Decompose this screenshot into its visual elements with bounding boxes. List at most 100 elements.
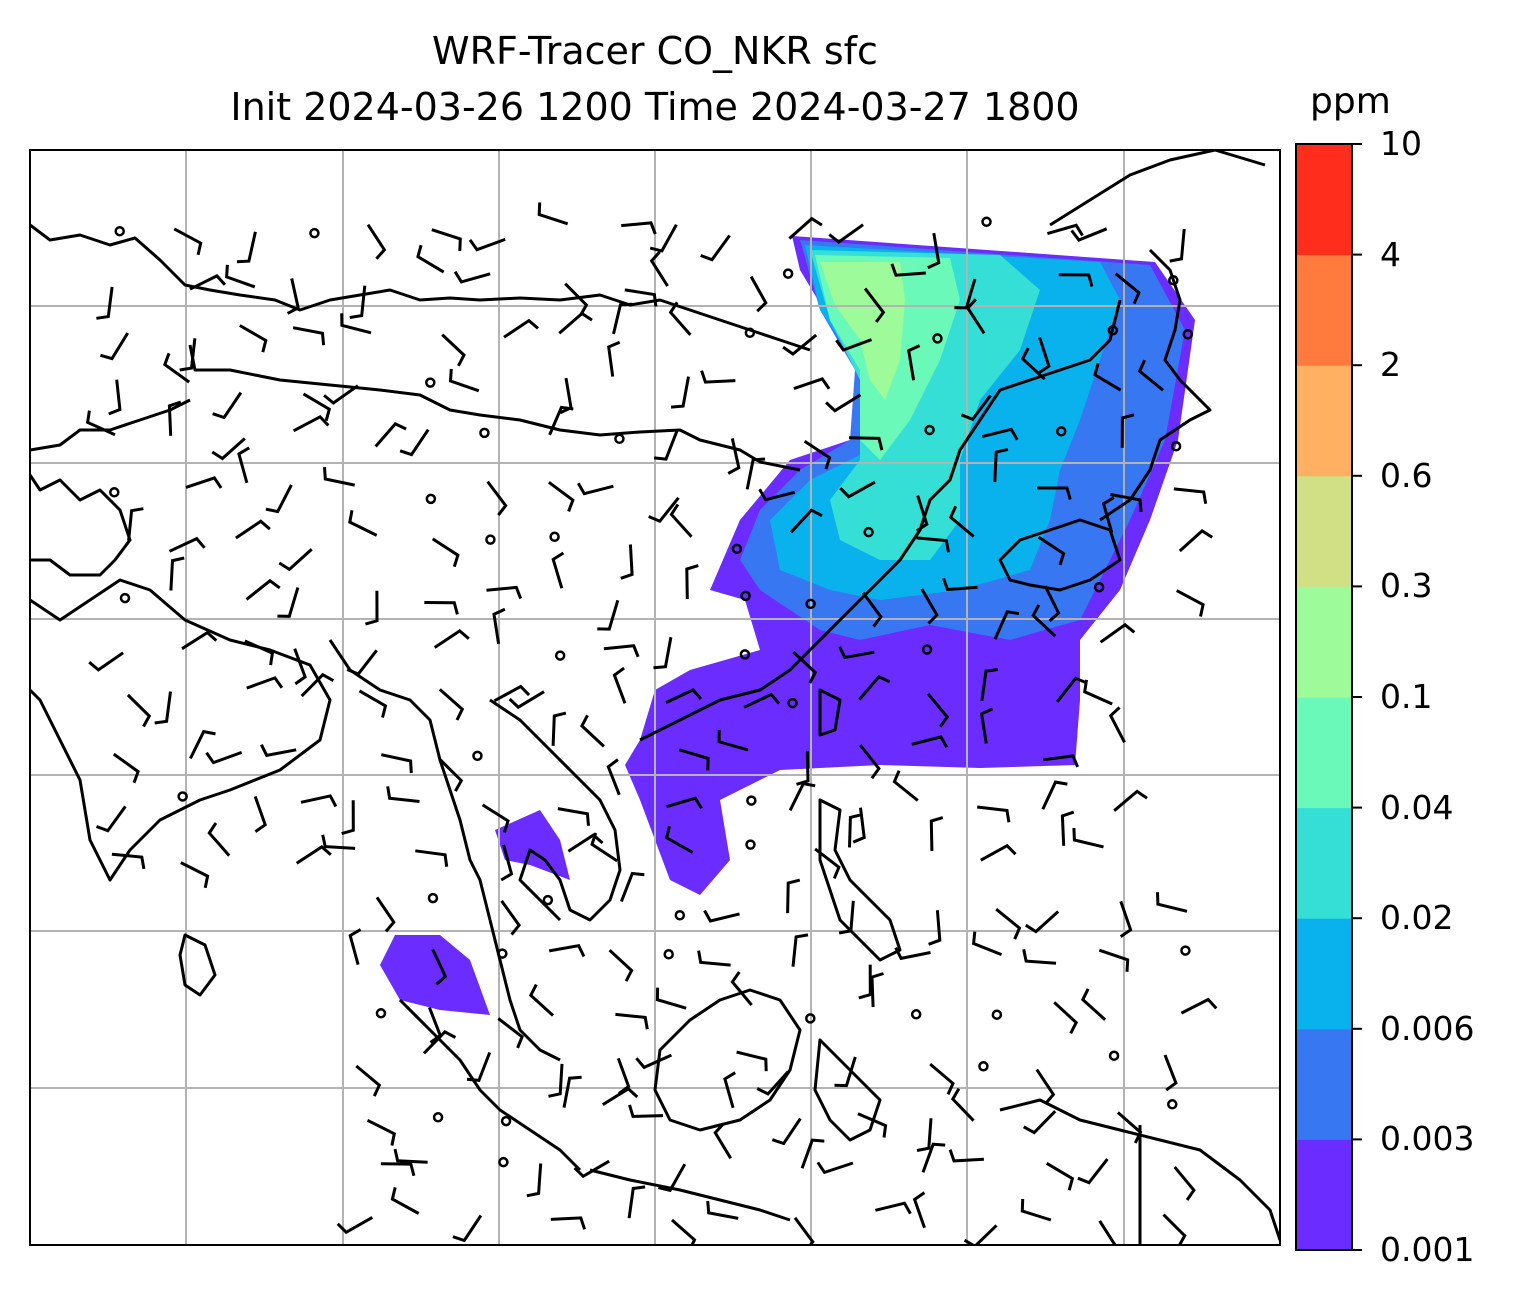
calm-wind-circle bbox=[479, 427, 490, 439]
calm-wind-circle bbox=[485, 534, 496, 545]
wind-barb bbox=[649, 223, 678, 253]
wind-barb bbox=[894, 947, 931, 961]
wind-barb bbox=[253, 796, 267, 833]
wind-barb bbox=[1116, 1111, 1143, 1144]
wind-barb bbox=[185, 476, 223, 489]
calm-wind-circle bbox=[472, 750, 483, 762]
wind-barb bbox=[1173, 487, 1208, 505]
wind-barb bbox=[1046, 223, 1084, 237]
wind-barb bbox=[189, 729, 216, 760]
wind-barb bbox=[551, 711, 567, 746]
calm-wind-circle bbox=[497, 948, 508, 959]
colorbar-segment bbox=[1296, 254, 1352, 366]
calm-wind-circle bbox=[614, 433, 625, 445]
wind-barb bbox=[713, 1122, 732, 1160]
wind-barb bbox=[336, 1216, 374, 1235]
wind-barb bbox=[796, 750, 810, 786]
wind-barb bbox=[620, 544, 634, 580]
wind-barb bbox=[606, 758, 621, 796]
colorbar-segment bbox=[1296, 807, 1352, 919]
map-title: WRF-Tracer CO_NKR sfc bbox=[432, 29, 878, 73]
plume-level-0.001-south bbox=[495, 810, 570, 880]
wind-barb bbox=[1101, 496, 1115, 534]
wind-barb bbox=[399, 428, 430, 457]
wind-barb bbox=[1070, 227, 1108, 242]
wind-barb bbox=[364, 590, 379, 626]
wind-barb bbox=[207, 822, 231, 857]
wind-barb bbox=[154, 691, 172, 725]
colorbar-tick-label: 0.1 bbox=[1380, 677, 1433, 716]
coast-malay-peninsula bbox=[488, 919, 561, 1062]
wind-barb bbox=[1020, 1198, 1052, 1222]
wind-barb bbox=[358, 689, 388, 718]
calm-wind-circle bbox=[1180, 945, 1191, 956]
wind-barb bbox=[852, 807, 866, 844]
wind-barb bbox=[653, 430, 679, 461]
wind-barb bbox=[416, 244, 445, 274]
wind-barb bbox=[162, 352, 191, 384]
wind-barb bbox=[1020, 347, 1046, 381]
calm-wind-circle bbox=[1093, 581, 1105, 593]
calm-wind-circle bbox=[542, 894, 554, 906]
colorbar-tick-label: 0.04 bbox=[1380, 787, 1454, 827]
calm-wind-circle bbox=[498, 1156, 509, 1168]
wind-barb bbox=[717, 729, 749, 752]
wind-barb bbox=[920, 588, 939, 625]
wind-barb bbox=[730, 971, 753, 1006]
calm-wind-circle bbox=[1170, 441, 1182, 452]
wind-barb bbox=[1024, 910, 1060, 934]
wind-barb bbox=[239, 324, 268, 353]
wind-barb bbox=[235, 519, 271, 540]
wind-barb bbox=[915, 495, 929, 533]
wind-barb bbox=[548, 481, 575, 512]
wind-barb bbox=[668, 301, 692, 336]
coast-japan bbox=[1099, 248, 1212, 522]
wind-barb bbox=[627, 1185, 646, 1219]
wind-barb bbox=[169, 556, 185, 591]
wind-barb bbox=[857, 1112, 888, 1138]
wind-barb bbox=[348, 510, 378, 537]
wind-barb bbox=[1114, 272, 1141, 305]
wind-barb bbox=[1180, 997, 1218, 1015]
calm-wind-circle bbox=[500, 1115, 512, 1127]
coast-india bbox=[30, 578, 332, 882]
wind-barb bbox=[655, 987, 687, 1010]
wind-barb bbox=[859, 744, 881, 780]
calm-wind-circle bbox=[932, 333, 943, 344]
wind-barb bbox=[548, 1063, 564, 1098]
wind-barb bbox=[1098, 948, 1130, 972]
wind-barb bbox=[927, 232, 941, 270]
wind-barb bbox=[803, 439, 832, 470]
wind-barb bbox=[88, 651, 124, 672]
plume-level-0.1 bbox=[820, 262, 905, 400]
wind-barb bbox=[788, 781, 816, 812]
calm-wind-circle bbox=[427, 892, 439, 904]
wind-barb bbox=[615, 1012, 649, 1030]
wind-barb bbox=[508, 690, 545, 710]
wind-barb bbox=[573, 1159, 610, 1179]
map-subtitle: Init 2024-03-26 1200 Time 2024-03-27 180… bbox=[230, 85, 1080, 129]
wind-barb bbox=[548, 944, 586, 958]
wind-barb bbox=[1022, 949, 1057, 965]
wind-barb bbox=[838, 900, 855, 935]
wind-barb bbox=[929, 1062, 955, 1096]
wind-barb bbox=[621, 221, 657, 235]
wind-barb bbox=[870, 972, 884, 1008]
wind-barb bbox=[1175, 589, 1205, 617]
wind-barb bbox=[577, 482, 614, 496]
wind-barb bbox=[278, 548, 313, 572]
calm-wind-circle bbox=[1107, 325, 1119, 336]
calm-wind-circle bbox=[740, 590, 751, 602]
wind-barb bbox=[789, 508, 823, 534]
wind-barb bbox=[624, 288, 658, 307]
wind-barb bbox=[393, 1148, 428, 1164]
wind-barb bbox=[1110, 493, 1143, 513]
calm-wind-circle bbox=[978, 1061, 989, 1072]
wind-barb bbox=[127, 507, 144, 541]
wind-barb bbox=[300, 672, 335, 698]
wind-barb bbox=[979, 707, 994, 744]
coast-indochina bbox=[489, 698, 622, 922]
wind-barb bbox=[486, 480, 508, 517]
wind-barb bbox=[537, 202, 569, 226]
